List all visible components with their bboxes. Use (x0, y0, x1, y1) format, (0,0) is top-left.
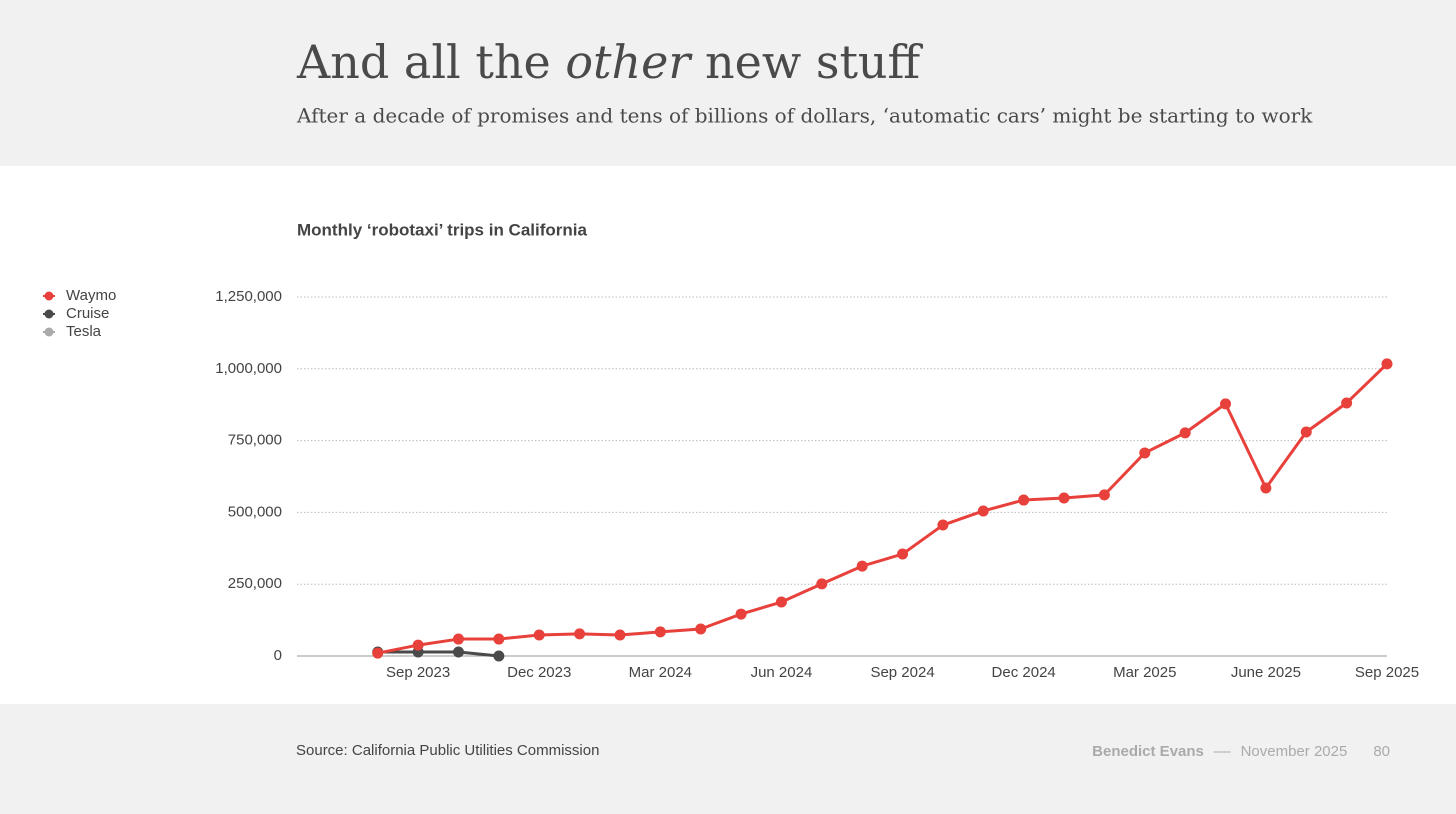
y-tick-label: 750,000 (228, 432, 282, 449)
data-point (977, 505, 989, 517)
data-point (856, 560, 868, 572)
legend-label: Cruise (66, 305, 109, 322)
x-tick-label: Sep 2023 (386, 664, 450, 681)
y-tick-label: 1,000,000 (215, 360, 282, 377)
subtitle: After a decade of promises and tens of b… (296, 104, 1313, 128)
x-tick-label: June 2025 (1231, 664, 1301, 681)
x-tick-label: Sep 2024 (870, 664, 934, 681)
footer-band (0, 704, 1456, 814)
data-point (735, 608, 747, 620)
data-point (1220, 398, 1232, 410)
title-part: new stuff (690, 35, 923, 89)
data-point (1058, 492, 1070, 504)
data-point (1018, 494, 1030, 506)
x-tick-label: Jun 2024 (751, 664, 813, 681)
data-point (775, 596, 787, 608)
x-tick-label: Mar 2025 (1113, 664, 1176, 681)
y-tick-label: 250,000 (228, 575, 282, 592)
credit: Benedict Evans –– November 2025 80 (1092, 743, 1390, 760)
data-point (1381, 358, 1393, 370)
data-point (1341, 397, 1353, 409)
x-tick-label: Sep 2025 (1355, 664, 1419, 681)
data-point (1098, 489, 1110, 501)
title-part: And all the (296, 35, 565, 89)
data-point (493, 633, 505, 645)
separator: –– (1214, 743, 1231, 760)
data-point (816, 578, 828, 590)
legend-label: Waymo (66, 287, 116, 304)
title-part: other (565, 35, 693, 89)
title: And all the other new stuff (296, 35, 924, 89)
data-point (452, 646, 464, 658)
y-tick-label: 0 (274, 647, 282, 664)
data-point (412, 639, 424, 651)
data-point (452, 633, 464, 645)
date: November 2025 (1241, 743, 1348, 760)
data-point (1260, 482, 1272, 494)
data-point (493, 650, 505, 662)
data-point (937, 519, 949, 531)
data-point (574, 628, 586, 640)
data-point (1300, 426, 1312, 438)
y-tick-label: 1,250,000 (215, 288, 282, 305)
data-point (654, 626, 666, 638)
data-point (533, 629, 545, 641)
author: Benedict Evans (1092, 743, 1204, 760)
page-number: 80 (1373, 743, 1390, 760)
source: Source: California Public Utilities Comm… (296, 742, 599, 759)
data-point (897, 548, 909, 560)
legend-marker (44, 327, 54, 337)
data-point (614, 629, 626, 641)
x-tick-label: Mar 2024 (629, 664, 692, 681)
x-tick-label: Dec 2023 (507, 664, 571, 681)
series-line (377, 650, 500, 658)
header-band (0, 0, 1456, 166)
data-point (695, 623, 707, 635)
series-line (377, 362, 1389, 655)
legend-label: Tesla (66, 323, 102, 340)
data-point (372, 647, 384, 659)
chart-title: Monthly ‘robotaxi’ trips in California (297, 220, 588, 239)
x-tick-label: Dec 2024 (992, 664, 1056, 681)
legend-marker (44, 291, 54, 301)
data-point (1139, 447, 1151, 459)
y-tick-label: 500,000 (228, 503, 282, 520)
legend-marker (44, 309, 54, 319)
data-point (1179, 427, 1191, 439)
